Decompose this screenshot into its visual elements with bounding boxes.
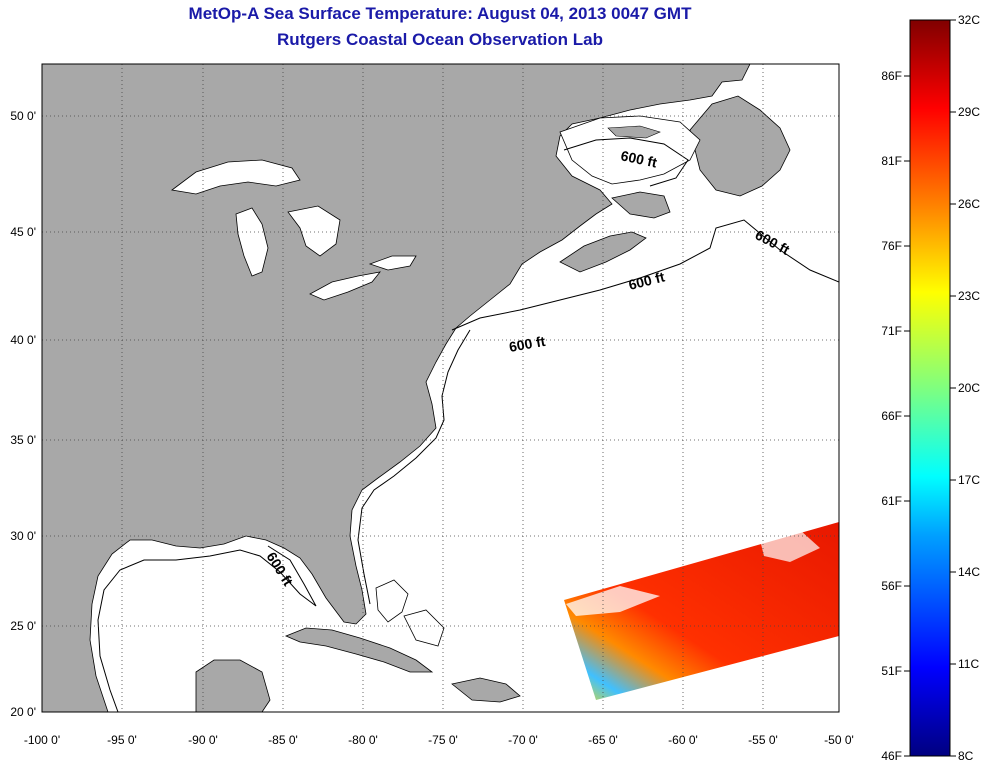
bahamas-banks bbox=[375, 579, 445, 647]
x-tick-label: -90 0' bbox=[188, 733, 218, 747]
y-tick-label: 50 0' bbox=[10, 109, 36, 123]
lake-ontario bbox=[368, 255, 417, 271]
colorbar-celsius-label: 14C bbox=[958, 565, 980, 579]
depth-label: 600 ft bbox=[508, 333, 547, 355]
x-tick-label: -60 0' bbox=[668, 733, 698, 747]
colorbar-fahrenheit-label: 81F bbox=[881, 154, 902, 168]
depth-contour-gulf-st-lawrence bbox=[563, 137, 689, 187]
graticule bbox=[42, 64, 839, 712]
x-tick-label: -70 0' bbox=[508, 733, 538, 747]
x-tick-label: -80 0' bbox=[348, 733, 378, 747]
x-tick-label: -55 0' bbox=[748, 733, 778, 747]
colorbar-celsius-label: 32C bbox=[958, 13, 980, 27]
colorbar-celsius-label: 23C bbox=[958, 289, 980, 303]
colorbar-celsius-label: 17C bbox=[958, 473, 980, 487]
y-tick-label: 20 0' bbox=[10, 705, 36, 719]
colorbar-fahrenheit-label: 56F bbox=[881, 579, 902, 593]
colorbar-fahrenheit-label: 66F bbox=[881, 409, 902, 423]
colorbar-fahrenheit-label: 86F bbox=[881, 69, 902, 83]
x-tick-label: -85 0' bbox=[268, 733, 298, 747]
anticosti-island bbox=[607, 125, 661, 139]
lake-huron bbox=[287, 205, 341, 257]
colorbar-celsius-label: 8C bbox=[958, 749, 974, 763]
sst-swath bbox=[564, 522, 839, 700]
sst-cloud-gap bbox=[566, 586, 660, 616]
land-newfoundland bbox=[689, 95, 791, 197]
gulf-st-lawrence bbox=[559, 115, 701, 185]
colorbar-celsius-label: 29C bbox=[958, 105, 980, 119]
depth-contour-coast bbox=[357, 329, 471, 605]
x-tick-label: -65 0' bbox=[588, 733, 618, 747]
x-tick-label: -75 0' bbox=[428, 733, 458, 747]
y-axis-ticks: 50 0' 45 0' 40 0' 35 0' 30 0' 25 0' 20 0' bbox=[10, 109, 36, 719]
colorbar-fahrenheit-label: 76F bbox=[881, 239, 902, 253]
land-cuba bbox=[284, 627, 434, 673]
map-frame bbox=[41, 63, 840, 713]
y-tick-label: 30 0' bbox=[10, 529, 36, 543]
lake-erie bbox=[309, 271, 381, 301]
colorbar-fahrenheit-label: 46F bbox=[881, 749, 902, 763]
colorbar-celsius-label: 20C bbox=[958, 381, 980, 395]
map-title: MetOp-A Sea Surface Temperature: August … bbox=[188, 4, 692, 23]
y-tick-label: 45 0' bbox=[10, 225, 36, 239]
colorbar-celsius-label: 11C bbox=[958, 657, 979, 671]
colorbar-fahrenheit-label: 61F bbox=[881, 494, 902, 508]
colorbar-fahrenheit-label: 71F bbox=[881, 324, 902, 338]
colorbar-ticks: 32C 29C 26C 23C 20C 17C 14C 11C 8C 86F 81F 76F 71F 66… bbox=[881, 13, 980, 763]
depth-label: 600 ft bbox=[619, 147, 658, 170]
colorbar bbox=[909, 19, 951, 757]
land-yucatan bbox=[195, 659, 271, 712]
y-tick-label: 25 0' bbox=[10, 619, 36, 633]
x-tick-label: -95 0' bbox=[107, 733, 137, 747]
lake-michigan bbox=[235, 207, 269, 277]
sst-cloud-gap-2 bbox=[760, 530, 820, 562]
colorbar-fahrenheit-label: 51F bbox=[881, 664, 902, 678]
x-tick-label: -100 0' bbox=[24, 733, 60, 747]
colorbar-celsius-label: 26C bbox=[958, 197, 980, 211]
depth-contour-gulf bbox=[97, 545, 317, 712]
lake-superior bbox=[171, 159, 301, 195]
depth-contour-atlantic bbox=[451, 219, 839, 331]
y-tick-label: 35 0' bbox=[10, 433, 36, 447]
land-cape-breton bbox=[611, 191, 671, 219]
x-tick-label: -50 0' bbox=[824, 733, 854, 747]
x-axis-ticks: -100 0' -95 0' -90 0' -85 0' -80 0' -75 0' -70… bbox=[24, 733, 854, 747]
land-hispaniola bbox=[451, 677, 521, 703]
y-tick-label: 40 0' bbox=[10, 333, 36, 347]
map-subtitle: Rutgers Coastal Ocean Observation Lab bbox=[277, 30, 603, 49]
